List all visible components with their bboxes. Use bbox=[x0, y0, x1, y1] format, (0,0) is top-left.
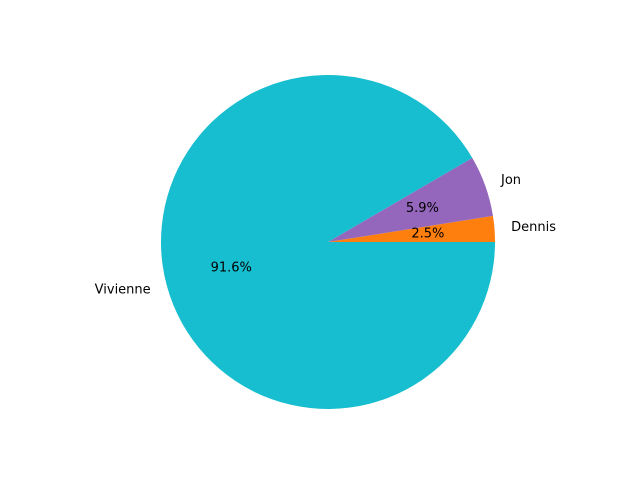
pct-label-dennis: 2.5% bbox=[411, 227, 444, 242]
pct-label-jon: 5.9% bbox=[406, 201, 439, 216]
pct-label-vivienne: 91.6% bbox=[211, 261, 252, 276]
pie-slice-jon bbox=[328, 157, 493, 242]
pie-slice-dennis bbox=[328, 215, 495, 242]
pie-slices bbox=[161, 74, 495, 409]
slice-label-vivienne: Vivienne bbox=[95, 282, 151, 297]
pie-slice-vivienne bbox=[161, 74, 495, 409]
pie-labels: Dennis 2.5% Jon 5.9% Vivienne 91.6% bbox=[95, 173, 557, 298]
slice-label-jon: Jon bbox=[500, 173, 521, 188]
slice-label-dennis: Dennis bbox=[511, 220, 556, 235]
